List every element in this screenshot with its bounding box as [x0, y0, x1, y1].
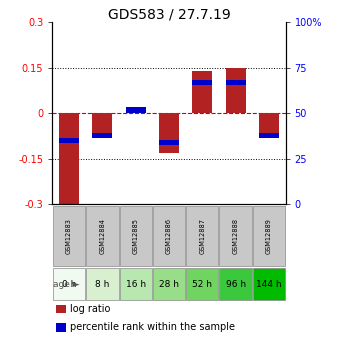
Text: GSM12888: GSM12888 [233, 218, 239, 254]
Bar [186, 268, 218, 300]
Bar [159, 140, 179, 145]
Bar [192, 71, 212, 114]
Bar [56, 305, 66, 313]
Text: GSM12886: GSM12886 [166, 218, 172, 254]
Bar [92, 114, 112, 135]
Text: 8 h: 8 h [95, 279, 110, 288]
Text: 0 h: 0 h [62, 279, 76, 288]
Bar [253, 206, 285, 266]
Bar [226, 68, 246, 114]
Bar [126, 110, 146, 114]
Bar [59, 114, 79, 205]
Text: age ►: age ► [53, 279, 80, 288]
Text: GSM12885: GSM12885 [133, 218, 139, 254]
Bar [53, 206, 85, 266]
Bar [59, 138, 79, 144]
Bar [153, 268, 185, 300]
Title: GDS583 / 27.7.19: GDS583 / 27.7.19 [107, 7, 231, 21]
Text: log ratio: log ratio [70, 304, 110, 314]
Bar [219, 206, 252, 266]
Bar [86, 268, 119, 300]
Text: 96 h: 96 h [225, 279, 246, 288]
Text: GSM12884: GSM12884 [99, 218, 105, 254]
Bar [86, 206, 119, 266]
Text: 28 h: 28 h [159, 279, 179, 288]
Bar [120, 206, 152, 266]
Bar [219, 268, 252, 300]
Bar [92, 132, 112, 138]
Bar [53, 268, 85, 300]
Text: 16 h: 16 h [126, 279, 146, 288]
Bar [120, 268, 152, 300]
Text: GSM12889: GSM12889 [266, 218, 272, 254]
Bar [259, 132, 279, 138]
Text: percentile rank within the sample: percentile rank within the sample [70, 322, 235, 332]
Text: GSM12887: GSM12887 [199, 218, 205, 254]
Bar [126, 107, 146, 112]
Bar [192, 80, 212, 85]
Bar [259, 114, 279, 135]
Text: 144 h: 144 h [256, 279, 282, 288]
Bar [153, 206, 185, 266]
Bar [253, 268, 285, 300]
Bar [159, 114, 179, 153]
Text: GSM12883: GSM12883 [66, 218, 72, 254]
Bar [226, 80, 246, 85]
Bar [186, 206, 218, 266]
Text: 52 h: 52 h [192, 279, 212, 288]
Bar [56, 323, 66, 332]
